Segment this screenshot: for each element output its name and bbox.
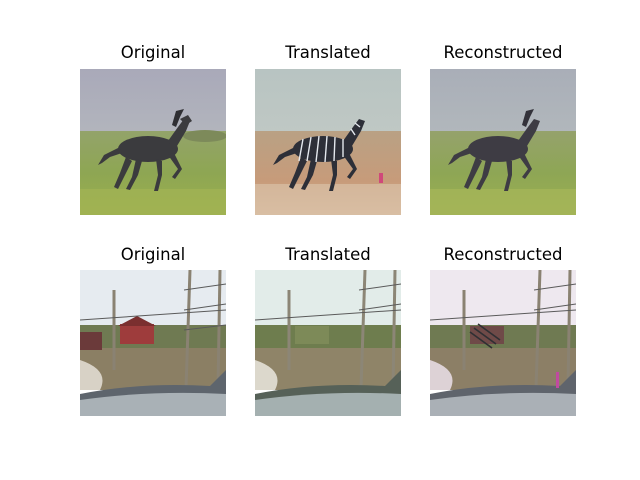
horse-reconstructed-image (430, 69, 576, 215)
panel-title-translated-1: Translated (285, 43, 371, 62)
panel-title-original-1: Original (120, 43, 186, 62)
panel-title-reconstructed-2: Reconstructed (443, 245, 563, 264)
panel-title-reconstructed-1: Reconstructed (443, 43, 563, 62)
panel-title-translated-2: Translated (285, 245, 371, 264)
panel-title-original-2: Original (120, 245, 186, 264)
street-reconstructed-image (430, 270, 576, 416)
street-original-image (80, 270, 226, 416)
horse-translated-image (255, 69, 401, 215)
street-translated-image (255, 270, 401, 416)
horse-original-image (80, 69, 226, 215)
